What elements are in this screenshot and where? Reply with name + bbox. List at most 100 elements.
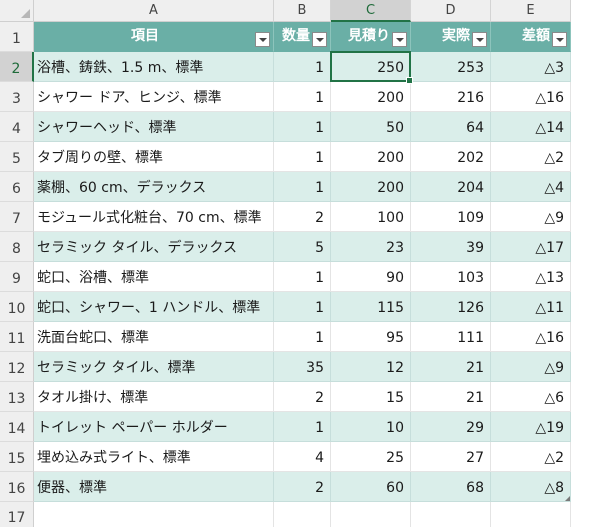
cell-quantity[interactable]: 1: [274, 412, 331, 442]
cell-actual[interactable]: 204: [411, 172, 491, 202]
cell-quantity[interactable]: 1: [274, 262, 331, 292]
cell-item[interactable]: 埋め込み式ライト、標準: [34, 442, 274, 472]
cell-actual[interactable]: 126: [411, 292, 491, 322]
cell-quantity[interactable]: 1: [274, 322, 331, 352]
cell-actual[interactable]: 111: [411, 322, 491, 352]
row-header-8[interactable]: 8: [0, 232, 34, 262]
select-all-icon[interactable]: [0, 0, 34, 22]
row-header-14[interactable]: 14: [0, 412, 34, 442]
cell-quantity[interactable]: 1: [274, 292, 331, 322]
cell-quantity[interactable]: 2: [274, 202, 331, 232]
cell-difference[interactable]: △11: [491, 292, 571, 322]
cell-quantity[interactable]: 1: [274, 172, 331, 202]
row-header-3[interactable]: 3: [0, 82, 34, 112]
cell-difference[interactable]: △3: [491, 52, 571, 82]
row-header-17[interactable]: 17: [0, 502, 34, 527]
empty-cell[interactable]: [331, 502, 411, 527]
empty-cell[interactable]: [34, 502, 274, 527]
empty-cell[interactable]: [411, 502, 491, 527]
cell-item[interactable]: 蛇口、シャワー、1 ハンドル、標準: [34, 292, 274, 322]
cell-estimate[interactable]: 25: [331, 442, 411, 472]
cell-quantity[interactable]: 1: [274, 52, 331, 82]
row-header-4[interactable]: 4: [0, 112, 34, 142]
empty-cell[interactable]: [491, 502, 571, 527]
cell-actual[interactable]: 29: [411, 412, 491, 442]
cell-difference[interactable]: △4: [491, 172, 571, 202]
row-header-9[interactable]: 9: [0, 262, 34, 292]
cell-item[interactable]: シャワー ドア、ヒンジ、標準: [34, 82, 274, 112]
cell-actual[interactable]: 39: [411, 232, 491, 262]
cell-estimate[interactable]: 115: [331, 292, 411, 322]
cell-quantity[interactable]: 1: [274, 112, 331, 142]
cell-difference[interactable]: △9: [491, 352, 571, 382]
cell-quantity[interactable]: 2: [274, 382, 331, 412]
column-header-e[interactable]: E: [491, 0, 571, 22]
cell-actual[interactable]: 216: [411, 82, 491, 112]
cell-item[interactable]: 薬棚、60 cm、デラックス: [34, 172, 274, 202]
cell-item[interactable]: トイレット ペーパー ホルダー: [34, 412, 274, 442]
cell-actual[interactable]: 103: [411, 262, 491, 292]
column-header-a[interactable]: A: [34, 0, 274, 22]
cell-item[interactable]: シャワーヘッド、標準: [34, 112, 274, 142]
cell-difference[interactable]: △16: [491, 82, 571, 112]
cell-difference[interactable]: △19: [491, 412, 571, 442]
cell-item[interactable]: 浴槽、鋳鉄、1.5 m、標準: [34, 52, 274, 82]
filter-dropdown-icon[interactable]: [392, 32, 407, 47]
cell-estimate[interactable]: 250: [331, 52, 411, 82]
cell-item[interactable]: 洗面台蛇口、標準: [34, 322, 274, 352]
cell-actual[interactable]: 109: [411, 202, 491, 232]
cell-estimate[interactable]: 200: [331, 172, 411, 202]
cell-difference[interactable]: △16: [491, 322, 571, 352]
cell-actual[interactable]: 21: [411, 382, 491, 412]
cell-difference[interactable]: △6: [491, 382, 571, 412]
row-header-5[interactable]: 5: [0, 142, 34, 172]
empty-cell[interactable]: [274, 502, 331, 527]
cell-item[interactable]: 便器、標準: [34, 472, 274, 502]
cell-item[interactable]: タブ周りの壁、標準: [34, 142, 274, 172]
column-header-d[interactable]: D: [411, 0, 491, 22]
cell-estimate[interactable]: 200: [331, 82, 411, 112]
cell-actual[interactable]: 202: [411, 142, 491, 172]
header-cell-actual[interactable]: 実際: [411, 22, 491, 52]
filter-dropdown-icon[interactable]: [255, 32, 270, 47]
cell-quantity[interactable]: 2: [274, 472, 331, 502]
cell-quantity[interactable]: 1: [274, 142, 331, 172]
row-header-16[interactable]: 16: [0, 472, 34, 502]
row-header-6[interactable]: 6: [0, 172, 34, 202]
cell-actual[interactable]: 27: [411, 442, 491, 472]
cell-actual[interactable]: 68: [411, 472, 491, 502]
cell-quantity[interactable]: 4: [274, 442, 331, 472]
cell-actual[interactable]: 253: [411, 52, 491, 82]
table-resize-handle-icon[interactable]: [565, 496, 570, 501]
cell-estimate[interactable]: 95: [331, 322, 411, 352]
cell-item[interactable]: セラミック タイル、デラックス: [34, 232, 274, 262]
filter-dropdown-icon[interactable]: [552, 32, 567, 47]
filter-dropdown-icon[interactable]: [472, 32, 487, 47]
cell-estimate[interactable]: 50: [331, 112, 411, 142]
cell-difference[interactable]: △2: [491, 442, 571, 472]
row-header-10[interactable]: 10: [0, 292, 34, 322]
column-header-c[interactable]: C: [331, 0, 411, 22]
cell-item[interactable]: 蛇口、浴槽、標準: [34, 262, 274, 292]
cell-difference[interactable]: △8: [491, 472, 571, 502]
cell-difference[interactable]: △9: [491, 202, 571, 232]
cell-estimate[interactable]: 200: [331, 142, 411, 172]
filter-dropdown-icon[interactable]: [312, 32, 327, 47]
cell-estimate[interactable]: 60: [331, 472, 411, 502]
header-cell-estimate[interactable]: 見積り: [331, 22, 411, 52]
row-header-11[interactable]: 11: [0, 322, 34, 352]
column-header-b[interactable]: B: [274, 0, 331, 22]
cell-item[interactable]: モジュール式化粧台、70 cm、標準: [34, 202, 274, 232]
cell-difference[interactable]: △17: [491, 232, 571, 262]
cell-quantity[interactable]: 1: [274, 82, 331, 112]
cell-estimate[interactable]: 23: [331, 232, 411, 262]
cell-actual[interactable]: 64: [411, 112, 491, 142]
row-header-1[interactable]: 1: [0, 22, 34, 52]
cell-estimate[interactable]: 12: [331, 352, 411, 382]
header-cell-item[interactable]: 項目: [34, 22, 274, 52]
header-cell-quantity[interactable]: 数量: [274, 22, 331, 52]
cell-estimate[interactable]: 90: [331, 262, 411, 292]
cell-quantity[interactable]: 35: [274, 352, 331, 382]
cell-estimate[interactable]: 15: [331, 382, 411, 412]
row-header-15[interactable]: 15: [0, 442, 34, 472]
